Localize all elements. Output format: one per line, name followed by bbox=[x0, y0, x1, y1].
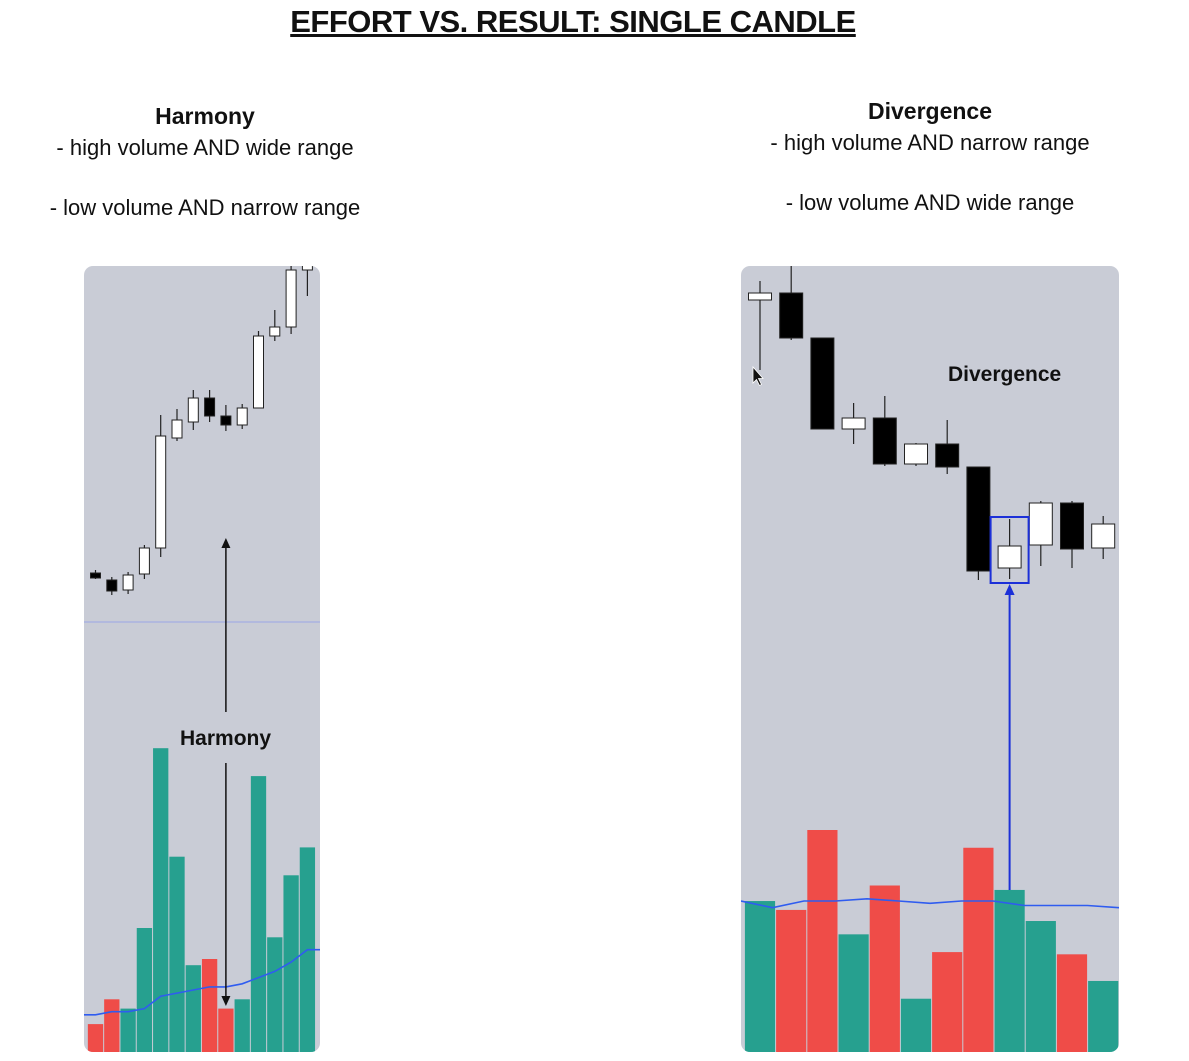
divergence-volume-bar bbox=[963, 847, 994, 1052]
harmony-candle-body bbox=[187, 397, 199, 423]
divergence-candle-body bbox=[1091, 523, 1116, 549]
divergence-volume-bar bbox=[744, 901, 776, 1052]
divergence-heading: Divergence bbox=[867, 98, 992, 124]
divergence-rule-2: - low volume AND wide range bbox=[785, 190, 1075, 215]
divergence-volume-bar bbox=[1025, 921, 1056, 1052]
harmony-candle-body bbox=[220, 415, 232, 426]
divergence-candle-body bbox=[1060, 502, 1084, 550]
divergence-volume-bar bbox=[932, 952, 963, 1052]
harmony-candle-body bbox=[90, 572, 101, 579]
harmony-chart-panel: Harmony bbox=[84, 266, 320, 1052]
harmony-volume-bar bbox=[201, 959, 218, 1052]
divergence-candle-body bbox=[966, 466, 991, 572]
harmony-chart-label: Harmony bbox=[180, 727, 272, 750]
divergence-candle-body bbox=[779, 292, 804, 339]
harmony-rule-1: - high volume AND wide range bbox=[56, 135, 354, 160]
harmony-arrow-head-down bbox=[221, 996, 231, 1006]
harmony-volume-bar bbox=[120, 1008, 136, 1052]
divergence-volume-bar bbox=[807, 830, 838, 1052]
page-title: EFFORT VS. RESULT: SINGLE CANDLE bbox=[290, 4, 856, 39]
divergence-candle-body bbox=[904, 443, 928, 465]
harmony-volume-bar bbox=[234, 999, 250, 1052]
harmony-candle-body bbox=[301, 266, 313, 271]
harmony-volume-bar bbox=[250, 776, 267, 1052]
harmony-volume-bar bbox=[169, 856, 185, 1052]
harmony-volume-bar bbox=[218, 1008, 234, 1052]
divergence-volume-ma-line bbox=[741, 897, 1119, 909]
divergence-candle-body bbox=[1028, 502, 1053, 546]
harmony-rule-2: - low volume AND narrow range bbox=[49, 195, 361, 220]
harmony-volume-bar bbox=[283, 875, 299, 1052]
divergence-chart-label: Divergence bbox=[948, 363, 1062, 386]
divergence-volume-bar bbox=[1088, 980, 1119, 1052]
harmony-arrow-head-up bbox=[221, 538, 231, 548]
harmony-volume-bar bbox=[136, 928, 153, 1052]
harmony-volume-ma-line bbox=[84, 948, 320, 1016]
divergence-heading-block: Divergence - high volume AND narrow rang… bbox=[725, 96, 1135, 218]
divergence-candle-body bbox=[872, 417, 897, 465]
divergence-volume-bar bbox=[1056, 954, 1088, 1052]
harmony-candle-body bbox=[204, 397, 216, 417]
harmony-candle-body bbox=[122, 574, 134, 591]
harmony-candle-body bbox=[171, 419, 183, 439]
harmony-candle-body bbox=[285, 269, 297, 328]
divergence-volume-bar bbox=[838, 934, 869, 1052]
harmony-heading: Harmony bbox=[155, 103, 255, 129]
harmony-heading-block: Harmony - high volume AND wide range - l… bbox=[0, 101, 410, 223]
divergence-volume-bar bbox=[994, 889, 1025, 1052]
harmony-candle-body bbox=[253, 335, 264, 409]
harmony-candle-body bbox=[269, 326, 281, 337]
harmony-chart bbox=[84, 266, 320, 1052]
harmony-candle-body bbox=[155, 435, 167, 549]
divergence-volume-bar bbox=[869, 885, 900, 1052]
divergence-candle-body bbox=[810, 337, 835, 430]
harmony-volume-bar bbox=[153, 748, 169, 1052]
harmony-volume-bar bbox=[185, 965, 201, 1052]
divergence-rule-1: - high volume AND narrow range bbox=[770, 130, 1090, 155]
harmony-candle-body bbox=[138, 547, 150, 575]
harmony-candle-body bbox=[106, 579, 118, 592]
harmony-volume-bar bbox=[87, 1024, 104, 1052]
divergence-highlight-box bbox=[989, 516, 1030, 584]
divergence-chart bbox=[741, 266, 1119, 1052]
divergence-volume-bar bbox=[776, 909, 807, 1052]
harmony-volume-bar bbox=[104, 999, 120, 1052]
mouse-cursor-icon bbox=[752, 365, 764, 387]
divergence-candle-body bbox=[935, 443, 960, 468]
harmony-volume-bar bbox=[267, 937, 283, 1052]
divergence-arrow-head bbox=[1004, 584, 1015, 595]
divergence-chart-panel: Divergence bbox=[741, 266, 1119, 1052]
divergence-candle-body bbox=[997, 545, 1022, 569]
harmony-candle-body bbox=[236, 407, 248, 426]
divergence-candle-body bbox=[748, 292, 772, 301]
divergence-candle-body bbox=[841, 417, 866, 430]
divergence-volume-bar bbox=[900, 998, 932, 1052]
